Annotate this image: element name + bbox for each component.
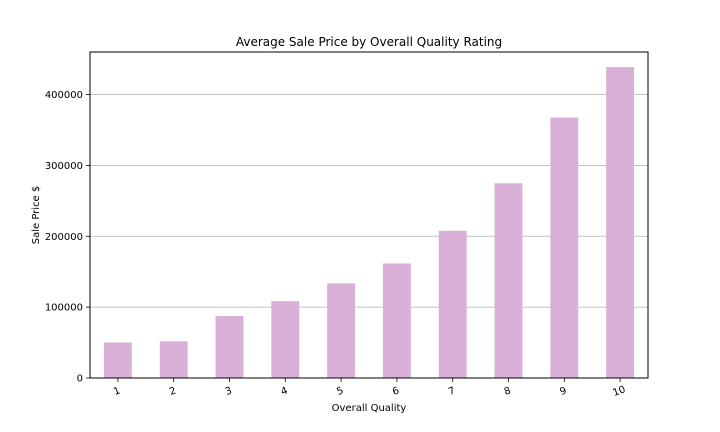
bar-8 <box>494 183 523 378</box>
bar-6 <box>382 263 411 378</box>
bar-3 <box>215 316 244 378</box>
x-tick-label: 5 <box>335 385 345 398</box>
x-tick-label: 10 <box>611 384 627 399</box>
x-tick-label: 4 <box>280 385 290 398</box>
x-tick-label: 9 <box>559 385 569 398</box>
x-tick-label: 2 <box>168 385 178 398</box>
x-axis-ticks: 1 2 3 4 5 6 7 8 9 10 <box>112 378 627 399</box>
bar-10 <box>606 67 635 378</box>
bar-4 <box>271 301 300 378</box>
x-tick-label: 1 <box>112 385 122 398</box>
plot-area-frame <box>89 51 649 379</box>
bar-9 <box>550 117 579 378</box>
y-tick-label: 100000 <box>45 303 83 314</box>
y-tick-label: 200000 <box>45 232 83 243</box>
x-tick-label: 3 <box>224 385 234 398</box>
chart-title: Average Sale Price by Overall Quality Ra… <box>236 35 502 49</box>
x-tick-label: 6 <box>391 385 401 398</box>
y-axis-label: Sale Price $ <box>31 186 42 245</box>
y-tick-label: 0 <box>77 374 83 385</box>
bar-7 <box>438 230 467 378</box>
bar-1 <box>103 342 132 378</box>
x-tick-label: 8 <box>503 385 513 398</box>
y-tick-label: 400000 <box>45 90 83 101</box>
bars <box>103 67 635 378</box>
bar-2 <box>159 341 188 378</box>
bar-5 <box>327 283 356 378</box>
x-axis-label: Overall Quality <box>332 403 407 414</box>
y-tick-label: 300000 <box>45 161 83 172</box>
y-axis-ticks: 0 100000 200000 300000 400000 <box>45 90 90 385</box>
x-tick-label: 7 <box>447 385 457 398</box>
